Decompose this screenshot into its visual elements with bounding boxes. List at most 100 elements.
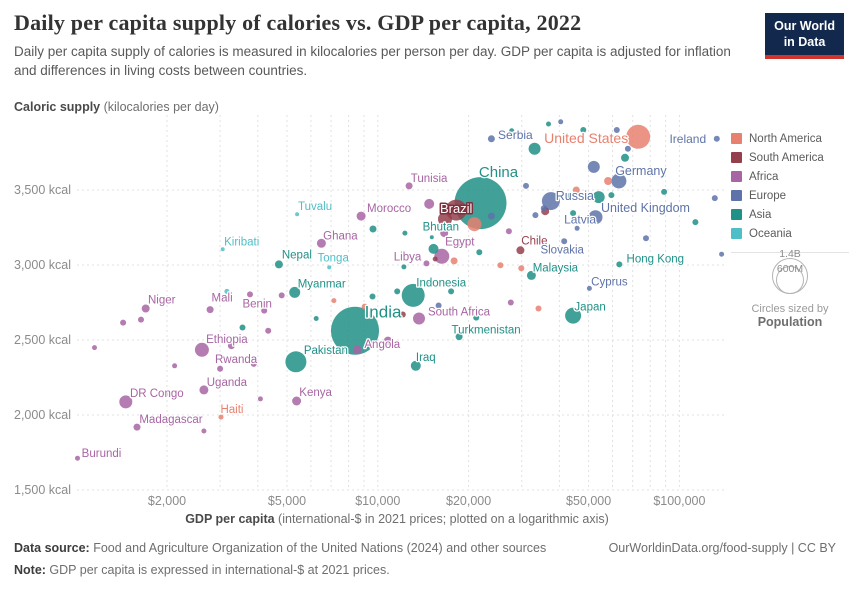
data-point-uganda[interactable]: [199, 385, 209, 395]
data-point[interactable]: [487, 212, 495, 220]
data-point[interactable]: [249, 301, 255, 307]
data-point[interactable]: [278, 292, 285, 299]
data-point[interactable]: [608, 192, 615, 199]
data-point[interactable]: [394, 288, 401, 295]
data-point[interactable]: [497, 262, 504, 269]
legend-item[interactable]: Africa: [731, 167, 849, 186]
data-point-tunisia[interactable]: [405, 182, 413, 190]
data-point-ghana[interactable]: [316, 238, 326, 248]
data-point[interactable]: [473, 314, 480, 321]
data-point-south-africa[interactable]: [413, 312, 425, 325]
data-point[interactable]: [428, 243, 439, 254]
data-point-united-kingdom[interactable]: [588, 210, 603, 225]
data-point-kenya[interactable]: [292, 396, 302, 406]
data-point-serbia[interactable]: [487, 135, 495, 143]
data-point[interactable]: [643, 235, 649, 242]
data-point[interactable]: [570, 210, 577, 217]
data-point[interactable]: [257, 396, 263, 402]
data-point-haiti[interactable]: [218, 414, 224, 420]
data-point[interactable]: [532, 212, 539, 219]
data-point[interactable]: [383, 336, 392, 345]
data-point-dr-congo[interactable]: [119, 395, 133, 409]
data-point[interactable]: [201, 428, 207, 434]
data-point[interactable]: [711, 195, 718, 202]
data-point-tonga[interactable]: [327, 265, 332, 270]
data-point[interactable]: [467, 217, 482, 232]
data-point[interactable]: [438, 212, 452, 227]
data-point-myanmar[interactable]: [289, 286, 301, 298]
data-point-indonesia[interactable]: [401, 283, 425, 307]
data-point[interactable]: [402, 230, 408, 236]
data-point[interactable]: [432, 256, 438, 262]
data-point[interactable]: [523, 182, 529, 189]
data-point-russia[interactable]: [541, 192, 560, 211]
data-point-united-states[interactable]: [626, 124, 651, 149]
data-point[interactable]: [505, 228, 512, 235]
data-point-angola[interactable]: [352, 345, 362, 355]
data-point-germany[interactable]: [611, 173, 627, 189]
data-point[interactable]: [458, 241, 465, 248]
data-point-madagascar[interactable]: [133, 423, 141, 431]
data-point-mali[interactable]: [206, 306, 214, 314]
data-point[interactable]: [592, 191, 605, 204]
data-point[interactable]: [518, 265, 525, 272]
data-point[interactable]: [565, 193, 572, 199]
data-point[interactable]: [546, 121, 551, 127]
data-point-egypt[interactable]: [434, 248, 450, 264]
data-point-cyprus[interactable]: [586, 285, 592, 291]
data-point-libya[interactable]: [423, 260, 430, 267]
data-point[interactable]: [509, 128, 515, 134]
data-point-slovakia[interactable]: [561, 238, 568, 245]
data-point-niger[interactable]: [141, 304, 150, 313]
data-point[interactable]: [265, 327, 272, 334]
legend-item[interactable]: Asia: [731, 205, 849, 224]
data-point[interactable]: [426, 279, 433, 286]
data-point[interactable]: [604, 177, 613, 185]
data-point[interactable]: [719, 251, 725, 257]
data-point[interactable]: [450, 257, 458, 265]
data-point[interactable]: [507, 299, 514, 306]
owid-link[interactable]: OurWorldinData.org/food-supply | CC BY: [608, 541, 836, 555]
data-point[interactable]: [227, 342, 235, 350]
data-point-ethiopia[interactable]: [194, 342, 209, 357]
data-point-nepal[interactable]: [274, 260, 283, 269]
data-point[interactable]: [361, 303, 368, 310]
data-point-turkmenistan[interactable]: [455, 333, 463, 341]
data-point-burundi[interactable]: [75, 455, 80, 461]
data-point-india[interactable]: [331, 306, 379, 355]
data-point[interactable]: [120, 319, 127, 326]
data-point[interactable]: [163, 391, 169, 397]
data-point[interactable]: [239, 324, 246, 331]
data-point[interactable]: [661, 188, 668, 195]
legend-item[interactable]: North America: [731, 129, 849, 148]
data-point[interactable]: [247, 291, 253, 298]
data-point[interactable]: [528, 142, 541, 155]
data-point[interactable]: [369, 293, 376, 300]
data-point[interactable]: [613, 127, 620, 133]
data-point[interactable]: [399, 311, 406, 318]
data-point[interactable]: [138, 316, 144, 323]
data-point-pakistan[interactable]: [285, 351, 307, 373]
data-point-benin[interactable]: [261, 307, 268, 314]
data-point[interactable]: [448, 288, 455, 295]
data-point[interactable]: [624, 145, 631, 152]
data-point[interactable]: [540, 205, 547, 212]
data-point-japan[interactable]: [565, 307, 582, 324]
data-point[interactable]: [401, 264, 407, 270]
data-point-hong-kong[interactable]: [616, 261, 623, 268]
data-point-bhutan[interactable]: [429, 235, 434, 240]
legend-item[interactable]: Oceania: [731, 224, 849, 243]
data-point[interactable]: [580, 127, 587, 133]
data-point[interactable]: [572, 186, 580, 194]
data-point[interactable]: [313, 316, 319, 321]
data-point[interactable]: [224, 288, 230, 294]
data-point[interactable]: [424, 198, 435, 209]
data-point[interactable]: [476, 249, 483, 256]
data-point[interactable]: [692, 219, 699, 226]
data-point-iraq[interactable]: [410, 360, 421, 371]
data-point-tuvalu[interactable]: [295, 212, 300, 217]
legend-item[interactable]: South America: [731, 148, 849, 167]
data-point[interactable]: [587, 160, 600, 173]
data-point[interactable]: [250, 360, 257, 367]
data-point-chile[interactable]: [516, 246, 525, 255]
